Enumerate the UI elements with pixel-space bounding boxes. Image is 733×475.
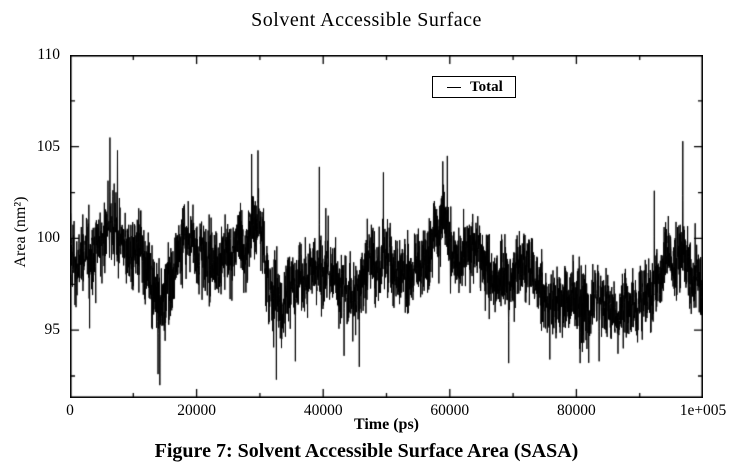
- y-tick-label: 95: [44, 321, 61, 339]
- legend-total-label: Total: [470, 78, 503, 95]
- legend-box: Total: [432, 76, 516, 98]
- chart-title: Solvent Accessible Surface: [251, 9, 482, 31]
- plot-area: Total: [70, 55, 703, 398]
- y-tick-label: 105: [36, 137, 60, 155]
- legend-line-sample-icon: [447, 86, 461, 88]
- sasa-line-canvas: [70, 55, 703, 398]
- y-axis-label: Area (nm²): [12, 196, 29, 268]
- figure-caption: Figure 7: Solvent Accessible Surface Are…: [154, 440, 579, 462]
- x-axis-label: Time (ps): [353, 416, 420, 433]
- y-tick-label: 110: [37, 46, 60, 63]
